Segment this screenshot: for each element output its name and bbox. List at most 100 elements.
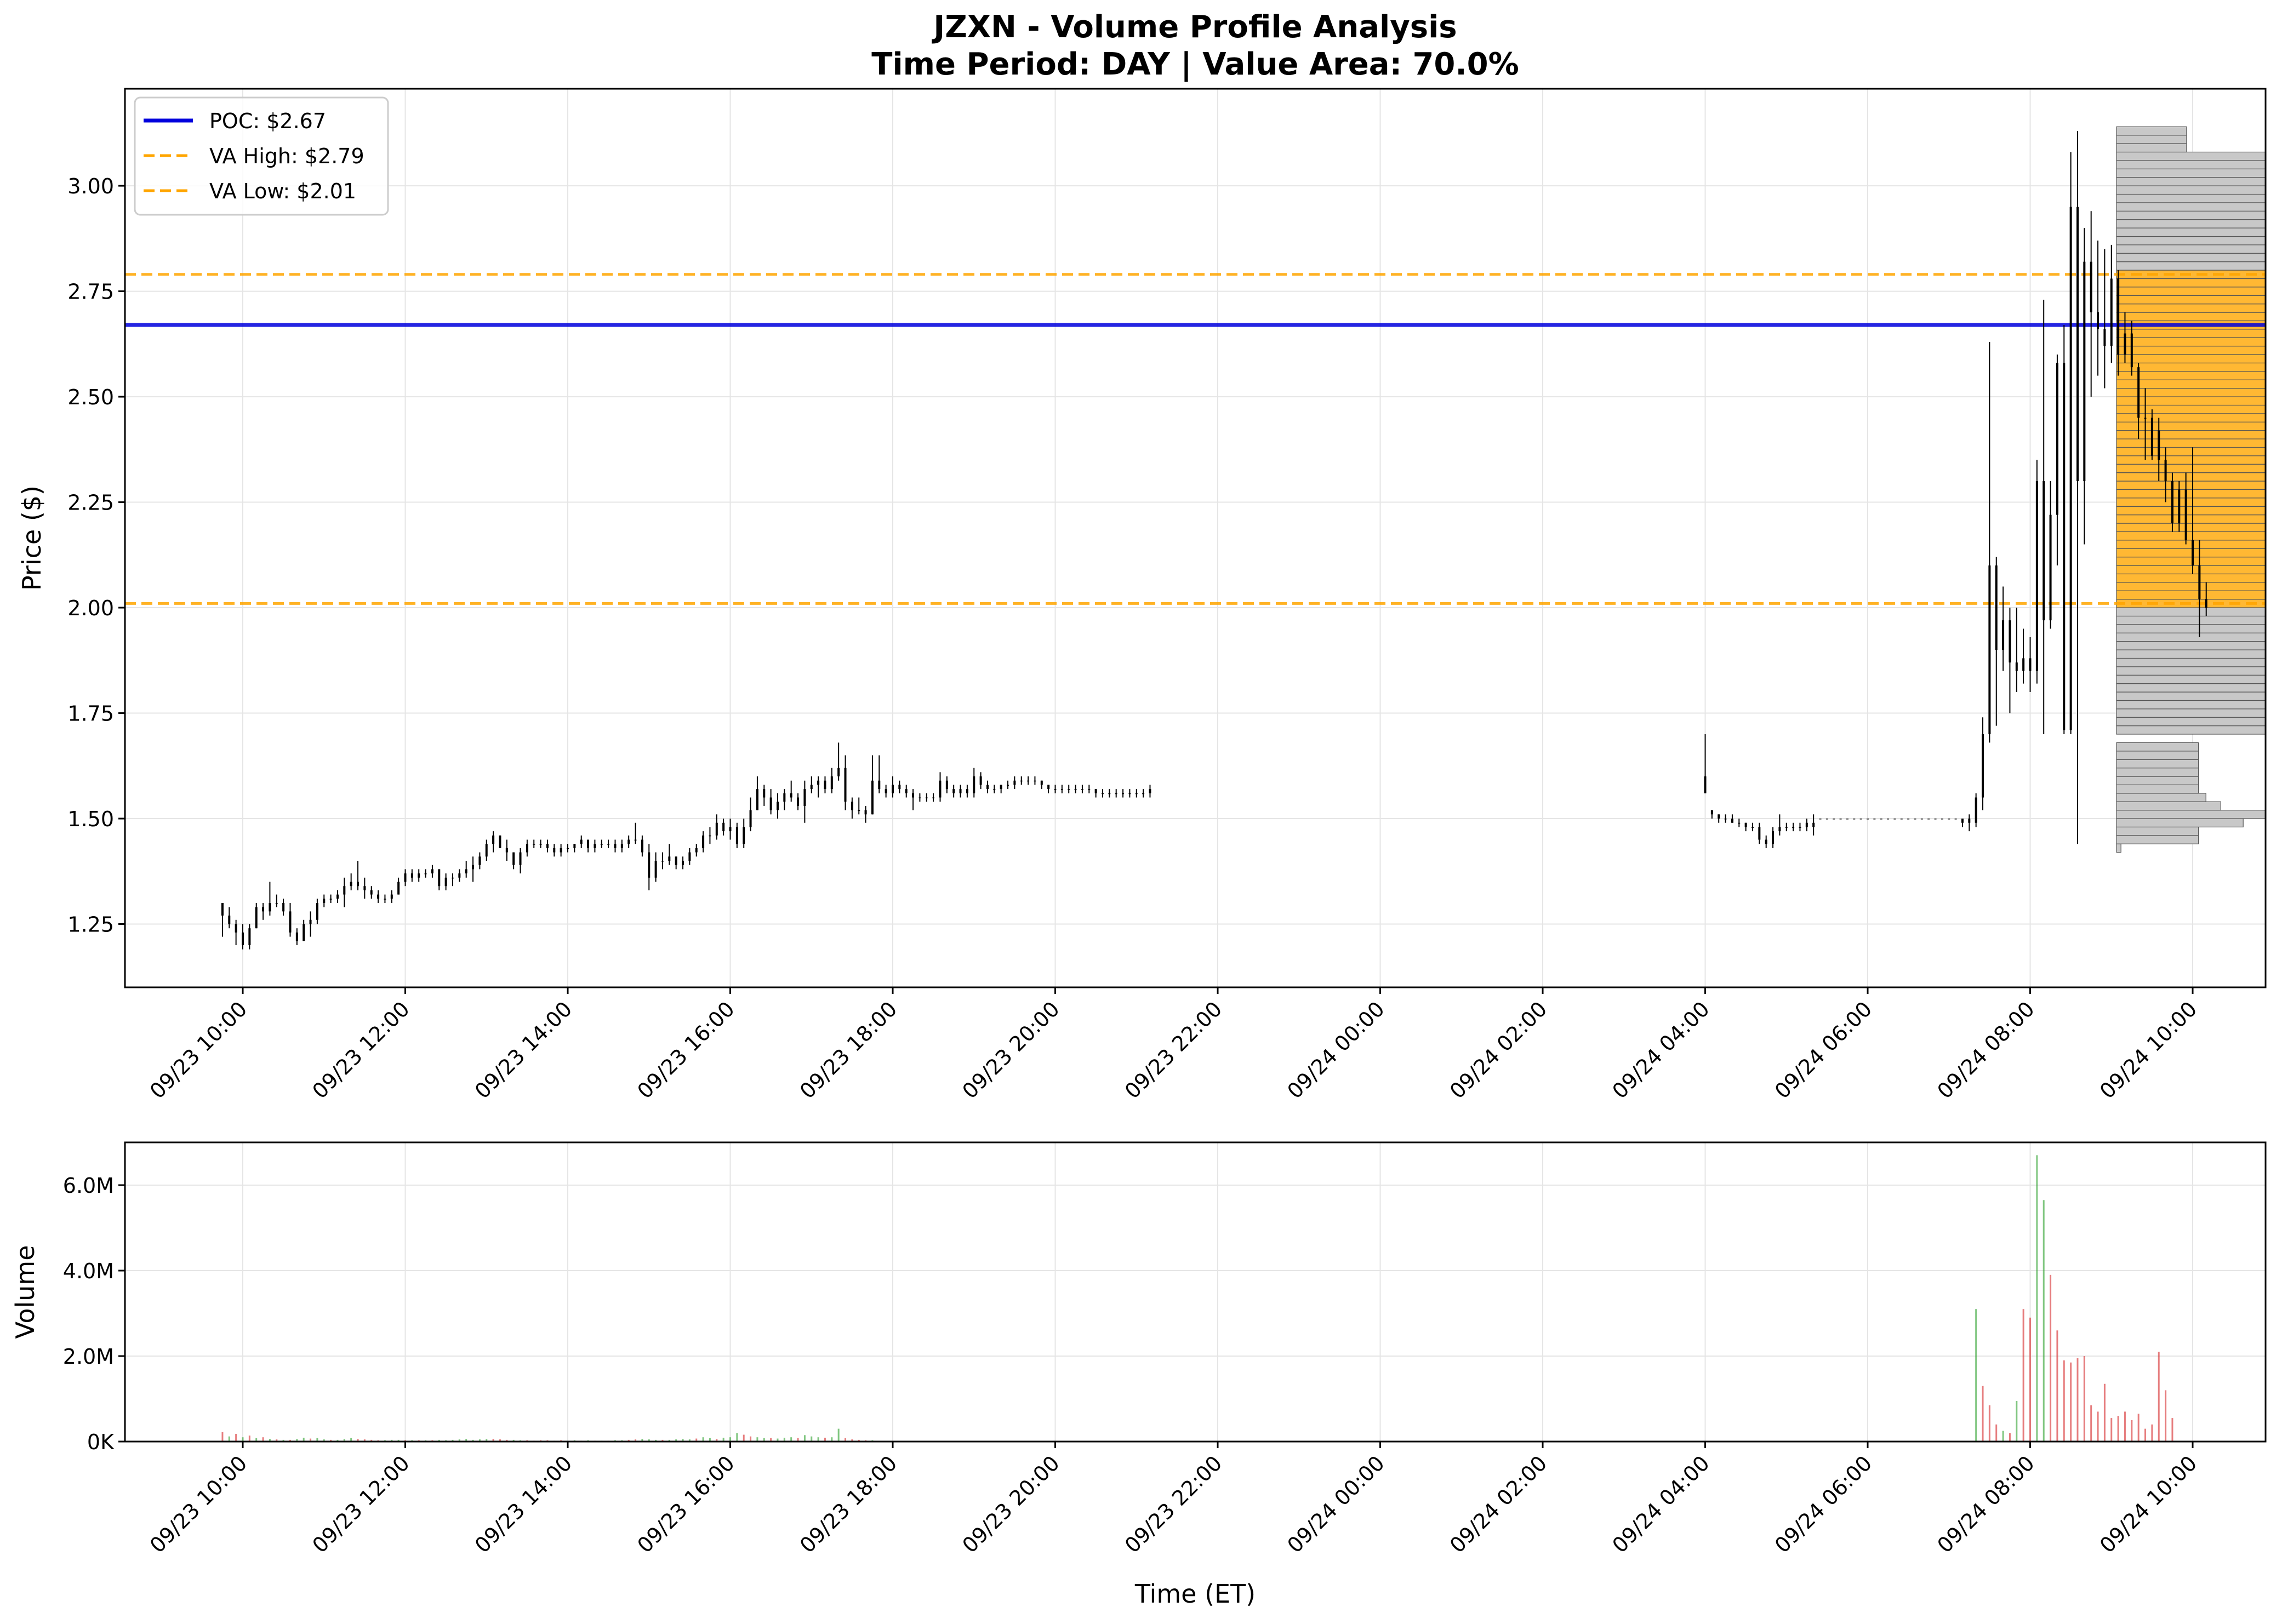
volume-bar [262,1437,264,1442]
volume-bar [2151,1424,2153,1442]
volume-bar [370,1439,373,1442]
candle-body [553,848,556,853]
candle-body [790,793,792,798]
candle-body [1772,831,1775,844]
volume-bar [668,1439,670,1442]
candle-body [329,899,332,900]
profile-bar [2116,498,2266,507]
profile-bar [2116,582,2266,591]
candle-body [797,797,800,806]
candle-body [1887,819,1890,820]
volume-bar [2022,1309,2024,1442]
candle-body [1751,827,1754,828]
volume-x-tick-label: 09/24 02:00 [1445,1451,1552,1558]
candle-body [357,882,360,887]
candle-body [1785,827,1788,828]
price-x-tick-label: 09/24 10:00 [2095,997,2202,1103]
profile-bar [2116,751,2199,760]
profile-bar [2116,143,2187,153]
candle-body [2022,658,2025,671]
candle-body [573,844,576,848]
profile-bar [2116,455,2266,465]
candle-body [269,903,271,912]
candle-body [2144,418,2147,419]
volume-bar [336,1439,339,1442]
candle-body [702,835,705,848]
volume-bar [675,1439,677,1442]
profile-bar [2116,557,2266,566]
candle-body [2097,312,2100,329]
candle-body [1013,780,1016,785]
candle-body [323,899,326,904]
candle-body [2150,418,2153,456]
candle-body [309,919,312,924]
volume-bar [303,1437,305,1442]
candle-body [1948,819,1950,820]
candle-body [1007,785,1009,786]
volume-bar [506,1439,508,1442]
candle-body [1805,822,1808,827]
candle-body [1081,789,1083,790]
candle-body [1988,565,1991,735]
candle-body [1060,789,1063,790]
candle-body [397,882,400,895]
candle-body [248,928,251,946]
candle-body [444,877,447,887]
volume-bar [512,1439,515,1442]
volume-bar [391,1439,393,1442]
profile-bar [2116,126,2187,136]
volume-bar [2110,1418,2113,1442]
volume-bar [722,1437,724,1442]
candle-body [472,865,475,870]
profile-bar [2116,185,2266,195]
profile-bar [2116,708,2266,718]
volume-bar [1982,1386,1984,1442]
volume-bar [397,1439,400,1442]
profile-bar [2116,700,2266,710]
profile-bar [2116,135,2187,144]
volume-bar [2090,1405,2092,1442]
candle-body [1873,819,1876,820]
candle-body [1710,810,1713,815]
candle-body [438,869,441,887]
candle-body [2158,430,2160,460]
volume-bar [736,1433,738,1442]
volume-x-tick-label: 09/23 18:00 [795,1451,902,1558]
candle-body [2090,261,2092,313]
candle-body [682,861,684,865]
volume-bar [2165,1390,2167,1442]
candle-body [871,780,874,815]
legend-va-low-label: VA Low: $2.01 [209,179,356,203]
profile-bar [2116,227,2266,237]
volume-bar [837,1428,840,1442]
volume-bar [478,1439,481,1442]
profile-bar [2116,784,2199,794]
profile-bar [2116,489,2266,499]
profile-bar [2116,278,2266,288]
price-x-tick-label: 09/23 10:00 [145,997,252,1103]
candle-body [499,835,501,848]
candle-body [1115,793,1117,794]
candle-body [1900,819,1903,820]
candle-body [830,776,833,790]
profile-bar [2116,168,2266,178]
volume-panel-frame [124,1141,2267,1443]
candle-body [262,907,265,912]
candle-body [654,861,657,878]
profile-bar [2116,810,2266,819]
volume-x-tick-label: 09/23 10:00 [145,1451,252,1558]
volume-bar [228,1436,230,1442]
candle-body [594,844,596,848]
candle-body [2198,565,2201,599]
price-y-tick-label: 2.75 [67,280,114,304]
price-y-tick-label: 3.00 [67,174,114,198]
candle-body [722,822,725,832]
volume-bar [661,1439,664,1442]
candle-body [377,894,380,899]
candle-body [546,844,549,848]
candle-body [905,789,908,793]
volume-grid [125,1142,2266,1442]
candle-body [1880,819,1882,820]
candle-body [939,780,942,798]
legend-box [134,96,389,216]
